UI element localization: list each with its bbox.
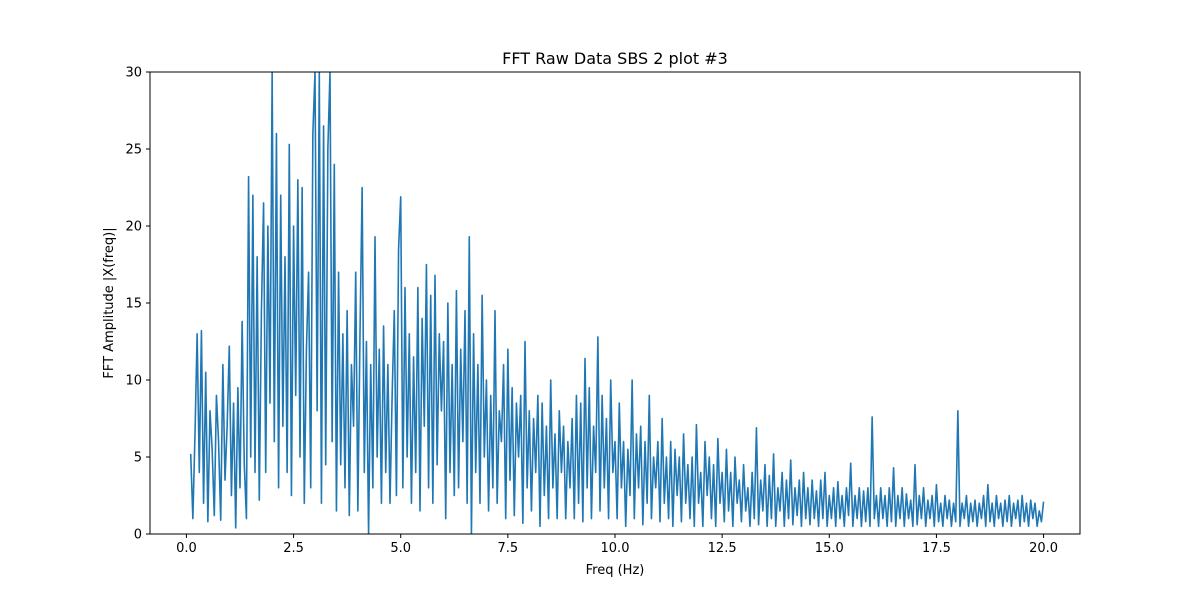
x-tick-label: 7.5 bbox=[498, 541, 519, 556]
x-tick-label: 20.0 bbox=[1029, 541, 1058, 556]
y-tick-label: 20 bbox=[125, 220, 142, 235]
y-tick-label: 15 bbox=[125, 297, 142, 312]
x-tick-label: 12.5 bbox=[708, 541, 737, 556]
x-axis: 0.0 2.5 5.0 7.5 10.0 12.5 15.0 17.5 20.0 bbox=[176, 534, 1058, 556]
y-tick-label: 5 bbox=[134, 451, 142, 466]
y-tick-label: 10 bbox=[125, 374, 142, 389]
x-tick-label: 10.0 bbox=[601, 541, 630, 556]
y-tick-label: 0 bbox=[134, 528, 142, 543]
series-layer bbox=[189, 72, 1045, 534]
x-tick-label: 15.0 bbox=[815, 541, 844, 556]
y-axis-label: FFT Amplitude |X(freq)| bbox=[102, 227, 117, 378]
x-tick-label: 0.0 bbox=[176, 541, 197, 556]
x-axis-label: Freq (Hz) bbox=[586, 563, 645, 578]
y-tick-label: 30 bbox=[125, 66, 142, 81]
y-axis: 0 5 10 15 20 25 30 bbox=[125, 66, 150, 543]
x-tick-label: 2.5 bbox=[283, 541, 304, 556]
chart-title: FFT Raw Data SBS 2 plot #3 bbox=[502, 49, 728, 68]
x-tick-label: 17.5 bbox=[922, 541, 951, 556]
y-tick-label: 25 bbox=[125, 143, 142, 158]
x-tick-label: 5.0 bbox=[390, 541, 411, 556]
fft-amplitude-line bbox=[189, 72, 1045, 534]
